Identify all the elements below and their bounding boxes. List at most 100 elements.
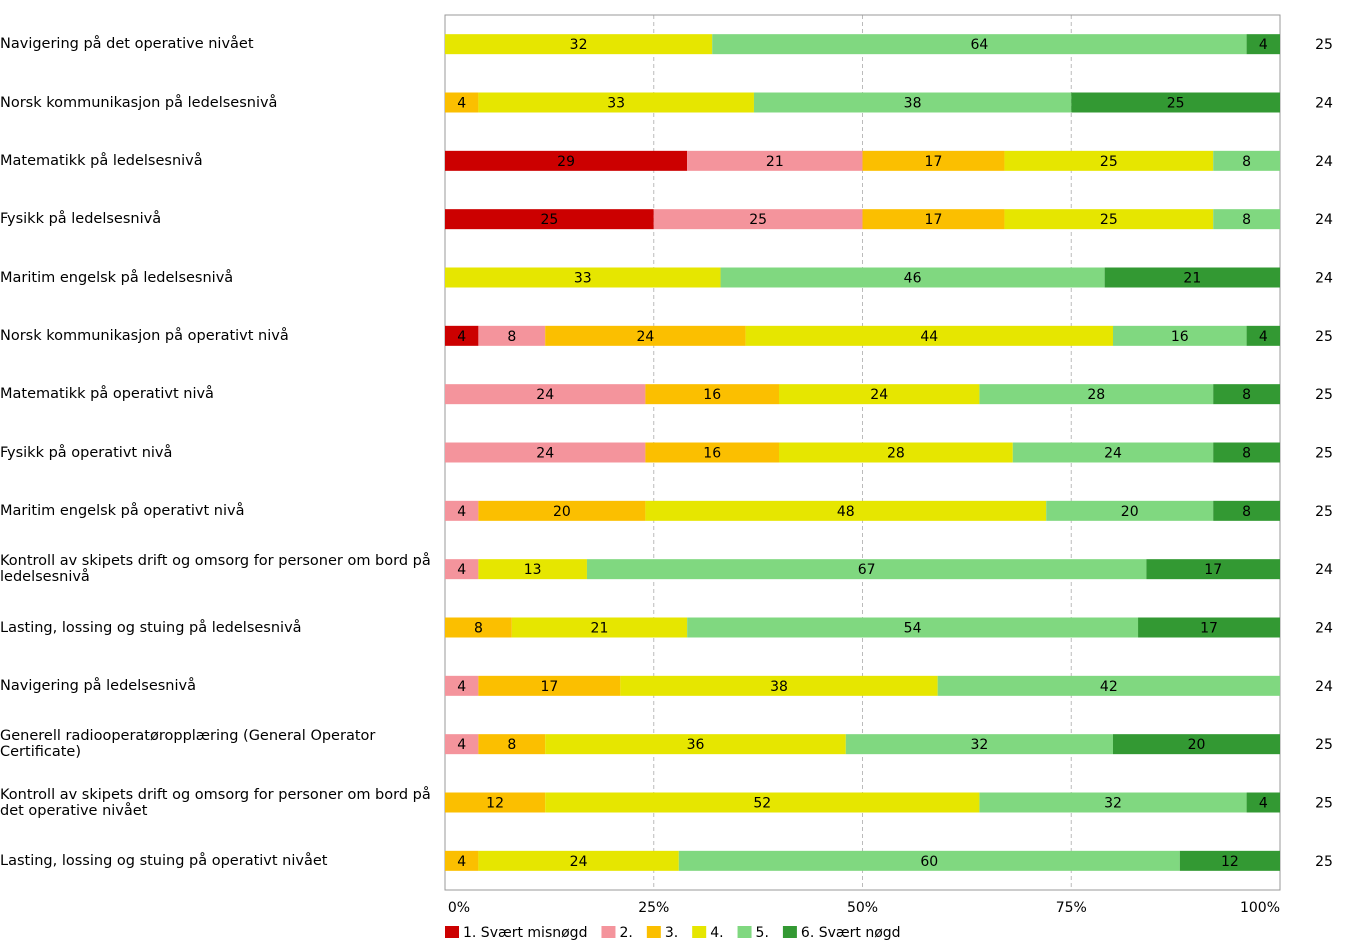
category-label: Fysikk på ledelsesnivå (0, 211, 162, 228)
bar-segment (645, 384, 779, 405)
legend-swatch (445, 926, 459, 938)
bar-segment (862, 209, 1005, 230)
bar-segment (1113, 734, 1280, 755)
data-label: 52 (753, 796, 771, 812)
data-label: 28 (887, 446, 905, 462)
data-label: 24 (536, 387, 554, 403)
category-label: Kontroll av skipets drift og omsorg for … (0, 553, 431, 586)
data-label: 24 (536, 446, 554, 462)
data-label: 21 (766, 154, 784, 170)
data-label: 17 (925, 154, 943, 170)
data-label: 8 (507, 737, 516, 753)
data-label: 24 (1104, 446, 1122, 462)
legend-label: 1. Svært misnøgd (463, 925, 587, 941)
legend-swatch (737, 926, 752, 938)
data-label: 17 (925, 212, 943, 228)
category-label: Fysikk på operativt nivå (0, 444, 173, 461)
bar-segment (586, 559, 1147, 580)
bar-segment (1179, 850, 1280, 871)
legend-label: 6. Svært nøgd (801, 925, 901, 941)
data-label: 4 (457, 562, 466, 578)
x-tick-label: 75% (1056, 900, 1087, 916)
bar-segment (445, 617, 512, 638)
bar-segment (478, 675, 621, 696)
bar-segment (678, 850, 1180, 871)
data-label: 8 (474, 621, 483, 637)
bar-segment (545, 734, 846, 755)
data-label: 21 (591, 621, 609, 637)
bar-segment (645, 500, 1047, 521)
bar-segment (1246, 792, 1280, 813)
legend-label: 3. (665, 925, 678, 941)
data-label: 24 (870, 387, 888, 403)
bar-segment (545, 325, 746, 346)
legend-swatch (692, 926, 707, 938)
legend-label: 4. (710, 925, 723, 941)
bar-segment (445, 850, 479, 871)
data-label: 67 (858, 562, 876, 578)
legend-swatch (601, 926, 616, 938)
bar-segment (445, 442, 646, 463)
data-label: 4 (1259, 796, 1268, 812)
bar-segment (937, 675, 1280, 696)
bar-segment (1246, 325, 1280, 346)
bar-segment (445, 209, 654, 230)
total-label: 24 (1315, 212, 1333, 228)
data-label: 8 (1242, 504, 1251, 520)
data-label: 25 (1100, 212, 1118, 228)
bar-segment (445, 792, 546, 813)
total-label: 25 (1315, 796, 1333, 812)
bar-segment (845, 734, 1113, 755)
bar-segment (445, 267, 721, 288)
x-tick-label: 0% (448, 900, 470, 916)
total-label: 25 (1315, 37, 1333, 53)
bar-segment (1246, 34, 1280, 55)
data-label: 42 (1100, 679, 1118, 695)
bar-segment (1213, 209, 1280, 230)
bar-segment (511, 617, 688, 638)
bar-segment (445, 559, 479, 580)
data-label: 12 (486, 796, 504, 812)
data-label: 24 (636, 329, 654, 345)
data-label: 4 (457, 854, 466, 870)
bar-segment (445, 384, 646, 405)
bar-segment (645, 442, 779, 463)
category-label: Norsk kommunikasjon på ledelsesnivå (0, 94, 278, 111)
bar-segment (720, 267, 1105, 288)
data-label: 33 (574, 271, 592, 287)
data-label: 46 (904, 271, 922, 287)
data-label: 4 (1259, 37, 1268, 53)
total-label: 25 (1315, 737, 1333, 753)
legend-label: 5. (756, 925, 769, 941)
data-label: 20 (553, 504, 571, 520)
category-label: Lasting, lossing og stuing på ledelsesni… (0, 619, 302, 636)
bar-segment (478, 325, 546, 346)
bar-segment (478, 850, 679, 871)
bar-segment (753, 92, 1072, 113)
bar-segment (445, 34, 713, 55)
bar-segment (478, 734, 546, 755)
total-label: 24 (1315, 271, 1333, 287)
bar-segment (620, 675, 938, 696)
category-label: Maritim engelsk på operativt nivå (0, 502, 245, 519)
data-label: 38 (904, 96, 922, 112)
data-label: 20 (1188, 737, 1206, 753)
data-label: 17 (1200, 621, 1218, 637)
bar-segment (445, 92, 479, 113)
data-label: 33 (607, 96, 625, 112)
x-tick-label: 100% (1240, 900, 1280, 916)
bar-segment (979, 792, 1247, 813)
total-label: 25 (1315, 504, 1333, 520)
data-label: 20 (1121, 504, 1139, 520)
data-label: 16 (1171, 329, 1189, 345)
bar-segment (1213, 384, 1280, 405)
bar-segment (445, 675, 479, 696)
data-label: 36 (687, 737, 705, 753)
total-label: 24 (1315, 621, 1333, 637)
data-label: 4 (457, 329, 466, 345)
bar-segment (687, 150, 863, 171)
x-tick-label: 25% (638, 900, 669, 916)
bar-segment (779, 384, 980, 405)
bar-segment (712, 34, 1247, 55)
